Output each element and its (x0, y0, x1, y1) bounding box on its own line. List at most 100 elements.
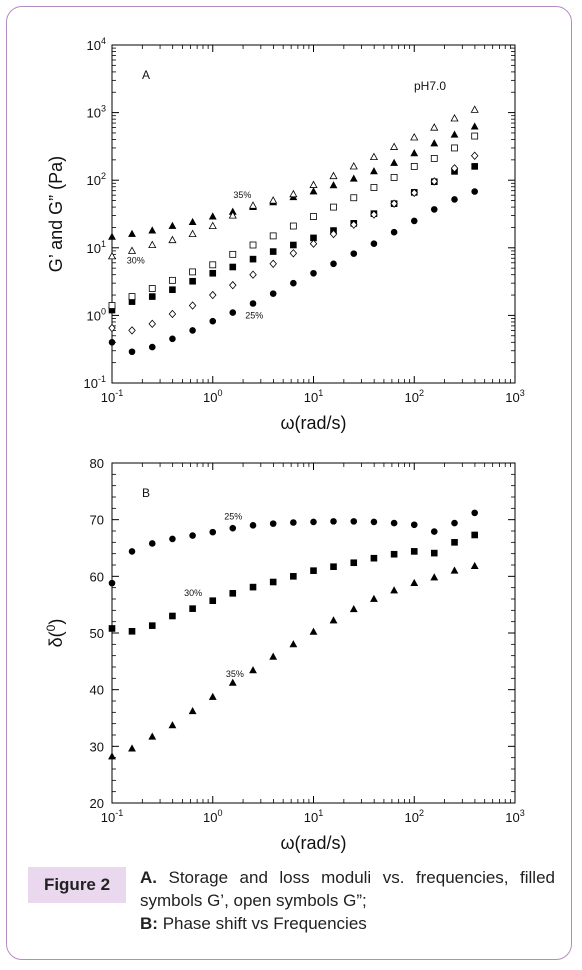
chart-a-point-30pct-loss (229, 250, 237, 258)
chart-a-point-35pct-storage (410, 149, 419, 157)
chart-a-y-tick-label: 101 (87, 239, 106, 256)
figure-tag-text: Figure 2 (43, 875, 111, 894)
chart-b-x-axis-title: ω(rad/s) (280, 833, 346, 853)
chart-a-point-35pct-storage (470, 122, 479, 130)
chart-a-point-25pct-storage (169, 335, 176, 343)
chart-b-point-35pct (228, 678, 237, 686)
chart-a-annotation: pH7.0 (414, 79, 446, 93)
chart-a-point-25pct-storage (330, 260, 337, 268)
chart-a-point-25pct-loss (209, 290, 217, 300)
chart-a-point-35pct-loss (208, 221, 217, 230)
chart-a-point-30pct-storage (169, 286, 176, 293)
chart-a-point-25pct-storage (310, 269, 317, 277)
chart-a-point-35pct-loss (450, 113, 459, 122)
figure-charts: 10-1 100 101 102 103 10-1 100 101 102 103 104 ω(rad… (44, 36, 525, 853)
chart-a-point-35pct-loss (309, 180, 318, 188)
chart-a-point-25pct-storage (350, 250, 358, 257)
chart-a-point-25pct-loss (108, 323, 116, 333)
chart-a-point-25pct-loss (188, 301, 197, 310)
chart-a-point-30pct-storage (269, 248, 277, 255)
chart-a-point-30pct-storage (209, 269, 217, 277)
chart-a-point-25pct-storage (370, 240, 378, 247)
chart-a-point-35pct-storage (450, 130, 459, 138)
chart-a-point-35pct-storage (390, 158, 399, 166)
chart-a-point-30pct-storage (189, 277, 196, 285)
chart-a-panel-label: A (142, 68, 150, 82)
figure-frame (6, 6, 572, 960)
caption-b-text: Phase shift vs Frequencies (162, 914, 367, 933)
chart-b-point-30pct (249, 583, 257, 591)
chart-a-x-tick-label: 100 (203, 388, 222, 405)
chart-a-point-25pct-loss (309, 239, 318, 248)
chart-b-point-25pct (330, 518, 337, 525)
chart-a-x-axis-title: ω(rad/s) (280, 413, 346, 433)
chart-a-point-25pct-storage (148, 343, 156, 351)
chart-b-point-30pct (370, 554, 378, 562)
chart-b-y-tick-label: 40 (90, 683, 104, 698)
chart-a-point-30pct-loss (108, 302, 116, 309)
chart-a-point-35pct-loss (470, 105, 479, 113)
chart-b-point-35pct (309, 627, 318, 635)
chart-a-series-label: 25% (245, 310, 263, 320)
chart-a-point-35pct-storage (188, 217, 197, 225)
chart-b-point-35pct (410, 578, 419, 587)
chart-b-point-30pct (330, 563, 337, 571)
chart-a-point-30pct-loss (189, 268, 197, 276)
chart-a-point-25pct-loss (128, 326, 136, 335)
chart-a-point-25pct-loss (430, 177, 438, 186)
chart-a-point-30pct-loss (350, 194, 358, 202)
chart-a-point-25pct-loss (470, 151, 479, 160)
chart-b-point-35pct (148, 732, 157, 740)
chart-a-point-35pct-loss (107, 251, 117, 260)
chart-a-point-25pct-storage (209, 317, 217, 325)
chart-a-point-30pct-loss (249, 241, 257, 249)
chart-b-point-30pct (169, 612, 176, 620)
chart-a-point-30pct-loss (310, 213, 317, 220)
chart-a-point-35pct-storage (309, 187, 318, 195)
chart-b-point-30pct (209, 597, 217, 605)
chart-a-point-30pct-loss (410, 163, 418, 170)
chart-b-point-25pct (310, 518, 317, 526)
chart-b-point-35pct (470, 561, 479, 570)
chart-a-point-25pct-loss (370, 210, 378, 219)
chart-a-point-30pct-loss (330, 203, 337, 211)
chart-b-y-tick-label: 80 (90, 456, 104, 471)
chart-b-point-35pct (128, 744, 136, 752)
chart-b-y-tick-label: 60 (90, 569, 104, 584)
chart-a-point-25pct-loss (390, 199, 398, 208)
caption-a-text: Storage and loss moduli vs. frequencies,… (140, 868, 555, 910)
chart-a-point-25pct-loss (168, 309, 177, 319)
chart-a-point-25pct-storage (430, 206, 438, 213)
chart-b-y-tick-label: 30 (90, 739, 104, 754)
chart-a-point-35pct-loss (228, 211, 237, 219)
chart-a-point-25pct-loss (329, 229, 338, 239)
chart-b-point-25pct (269, 520, 277, 527)
chart-b-panel-label: B (142, 486, 150, 500)
chart-a-point-30pct-loss (430, 155, 438, 162)
chart-b-point-35pct (168, 721, 177, 729)
chart-b-point-25pct (410, 521, 418, 529)
chart-b-point-25pct (209, 528, 217, 536)
chart-a-y-tick-label: 100 (87, 306, 106, 323)
chart-a-point-35pct-loss (430, 123, 439, 131)
chart-a-y-tick-label: 104 (87, 36, 106, 53)
chart-a-point-35pct-loss (349, 161, 358, 170)
chart-b-point-35pct (430, 573, 439, 581)
chart-b-x-tick-label: 102 (405, 808, 424, 825)
chart-b-point-30pct (350, 559, 358, 567)
chart-a-point-25pct-storage (410, 217, 418, 225)
chart-a-point-25pct-storage (189, 327, 196, 334)
chart-a-point-35pct-loss (410, 132, 419, 141)
chart-b-y-tick-label: 20 (90, 796, 104, 811)
chart-b-point-35pct (188, 706, 197, 715)
chart-a-point-25pct-storage (128, 348, 136, 356)
chart-a-point-30pct-loss (471, 132, 479, 140)
chart-b-point-30pct (310, 567, 317, 574)
chart-a-point-30pct-storage (148, 293, 156, 300)
chart-b-point-25pct (108, 579, 116, 587)
chart-a-series-label: 35% (233, 190, 251, 200)
chart-a-y-tick-label: 102 (87, 171, 106, 188)
chart-a-point-35pct-loss (188, 229, 197, 238)
chart-b-y-tick-label: 50 (90, 626, 104, 641)
chart-b-point-35pct (269, 652, 278, 660)
